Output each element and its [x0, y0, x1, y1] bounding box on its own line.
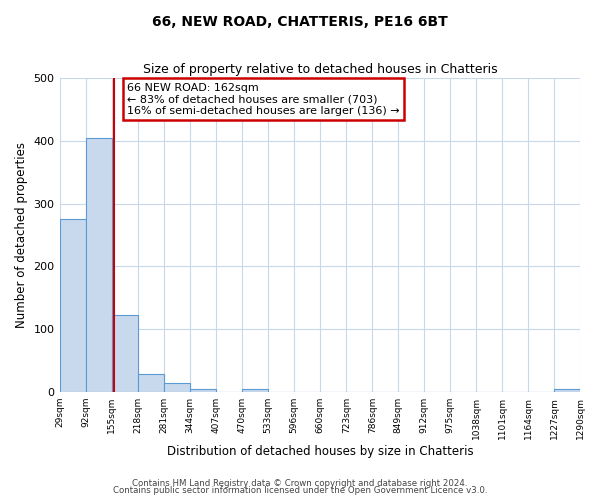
Bar	[59, 220, 86, 392]
Bar	[242, 389, 268, 392]
Bar	[86, 138, 112, 392]
Text: Contains public sector information licensed under the Open Government Licence v3: Contains public sector information licen…	[113, 486, 487, 495]
Bar	[190, 389, 216, 392]
Bar	[112, 316, 137, 392]
Bar	[554, 389, 580, 392]
Text: 66, NEW ROAD, CHATTERIS, PE16 6BT: 66, NEW ROAD, CHATTERIS, PE16 6BT	[152, 15, 448, 29]
Bar	[137, 374, 164, 392]
Bar	[164, 382, 190, 392]
X-axis label: Distribution of detached houses by size in Chatteris: Distribution of detached houses by size …	[167, 444, 473, 458]
Text: 66 NEW ROAD: 162sqm
← 83% of detached houses are smaller (703)
16% of semi-detac: 66 NEW ROAD: 162sqm ← 83% of detached ho…	[127, 83, 400, 116]
Text: Contains HM Land Registry data © Crown copyright and database right 2024.: Contains HM Land Registry data © Crown c…	[132, 478, 468, 488]
Y-axis label: Number of detached properties: Number of detached properties	[15, 142, 28, 328]
Title: Size of property relative to detached houses in Chatteris: Size of property relative to detached ho…	[143, 62, 497, 76]
